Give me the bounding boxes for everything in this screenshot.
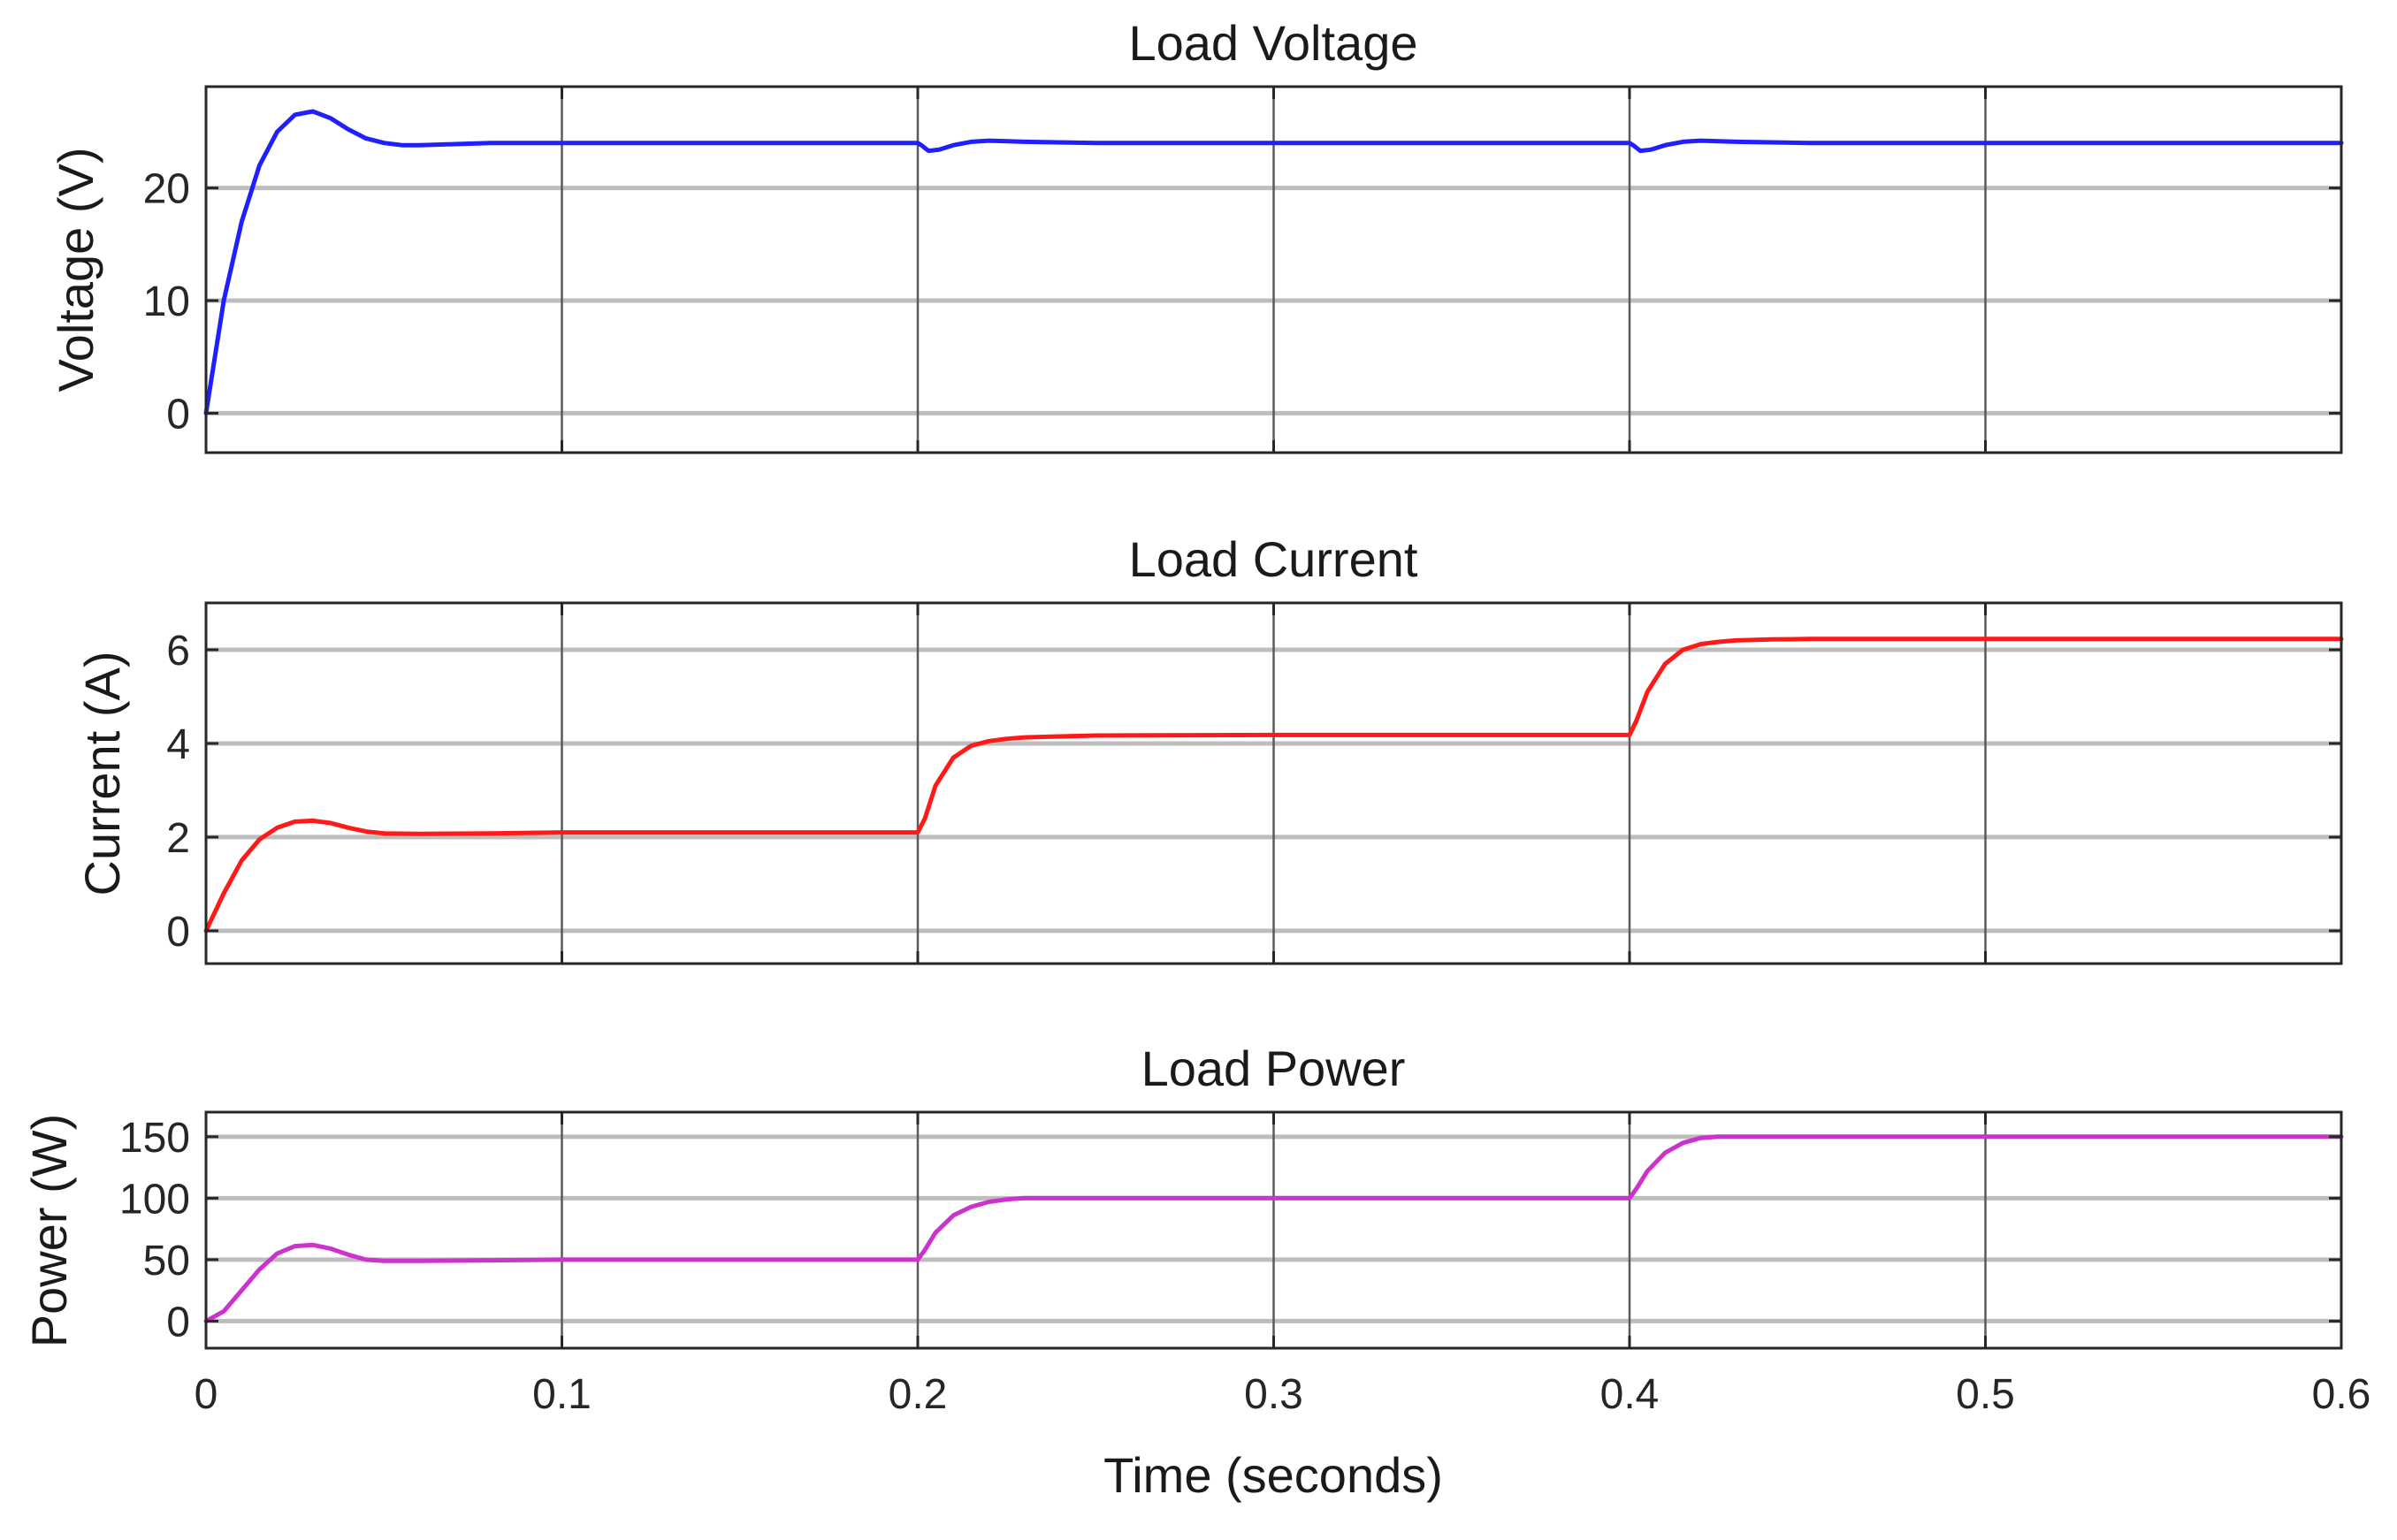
power-ytick-label: 0	[166, 1299, 190, 1346]
current-plot-area: 0 2 4 6	[166, 601, 2344, 965]
current-series-line	[203, 637, 2344, 934]
power-xtick-label: 0.6	[2312, 1371, 2371, 1418]
power-xtick-label: 0.2	[889, 1371, 948, 1418]
power-xtick-label: 0.5	[1956, 1371, 2015, 1418]
current-title: Load Current	[1129, 531, 1418, 587]
power-ytick-label: 150	[119, 1115, 190, 1162]
power-xtick-label: 0.1	[532, 1371, 592, 1418]
power-xtick-label: 0.4	[1600, 1371, 1660, 1418]
power-series-line	[203, 1134, 2344, 1323]
current-ytick-label: 0	[166, 909, 190, 956]
current-ylabel: Current (A)	[74, 652, 130, 896]
power-ylabel: Power (W)	[21, 1114, 77, 1347]
voltage-ytick-label: 10	[143, 278, 190, 325]
power-ytick-label: 100	[119, 1176, 190, 1223]
voltage-title: Load Voltage	[1129, 15, 1418, 71]
voltage-plot-area: 0 10 20	[143, 85, 2344, 454]
panel-power: Load Power Power (W) 0 50 100 150 0 0.1 0.2 0.3…	[21, 1041, 2370, 1418]
power-plot-area: 0 50 100 150 0 0.1 0.2 0.3 0.4 0.5 0.6	[119, 1110, 2371, 1418]
power-ytick-label: 50	[143, 1238, 190, 1285]
power-xtick-label: 0	[195, 1371, 218, 1418]
voltage-ytick-label: 20	[143, 166, 190, 213]
current-ytick-label: 4	[166, 721, 190, 768]
power-xtick-label: 0.3	[1244, 1371, 1303, 1418]
voltage-ylabel: Voltage (V)	[48, 147, 103, 392]
voltage-ytick-label: 0	[166, 391, 190, 438]
time-xlabel: Time (seconds)	[1103, 1447, 1443, 1503]
current-ytick-label: 6	[166, 628, 190, 675]
panel-current: Load Current Current (A) 0 2 4 6	[74, 531, 2344, 965]
voltage-series-line	[203, 109, 2344, 415]
panel-voltage: Load Voltage Voltage (V) 0 10 20	[48, 15, 2344, 454]
power-title: Load Power	[1141, 1041, 1406, 1096]
current-ytick-label: 2	[166, 815, 190, 862]
